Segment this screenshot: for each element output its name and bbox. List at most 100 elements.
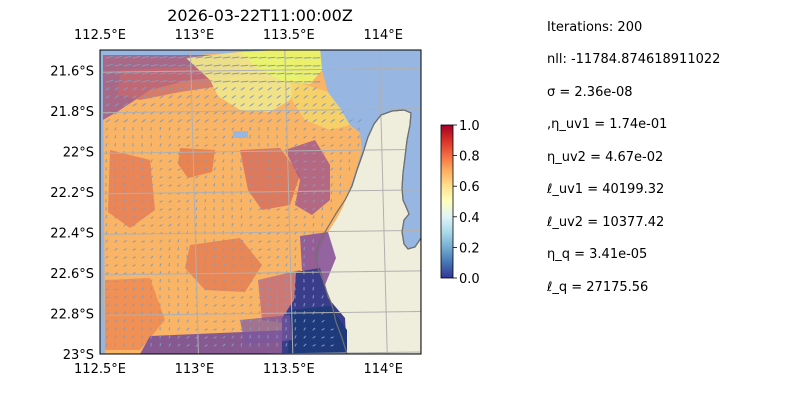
current-arrow	[132, 64, 141, 67]
current-arrow	[123, 240, 127, 243]
current-arrow	[204, 111, 209, 115]
current-arrow	[195, 144, 199, 147]
current-arrow	[114, 119, 119, 123]
current-arrow	[132, 264, 136, 267]
current-arrow	[222, 135, 226, 139]
current-arrow	[168, 327, 171, 331]
current-arrow	[105, 280, 109, 283]
current-arrow	[285, 343, 288, 347]
current-arrow	[294, 111, 299, 115]
current-arrow	[132, 72, 141, 75]
current-arrow	[312, 327, 316, 331]
current-arrow	[123, 63, 132, 67]
current-arrow	[105, 55, 114, 59]
current-arrow	[231, 304, 235, 307]
current-arrow	[222, 64, 231, 67]
current-arrow	[213, 344, 217, 347]
current-arrow	[195, 119, 200, 123]
current-arrow	[114, 223, 117, 227]
current-arrow	[177, 200, 181, 203]
parallel-0	[100, 67, 421, 73]
current-arrow	[195, 87, 200, 91]
current-arrow	[114, 335, 117, 339]
current-arrow	[240, 111, 245, 115]
current-arrow	[258, 199, 261, 203]
current-arrow	[276, 95, 281, 99]
current-arrow	[213, 95, 218, 99]
current-arrow	[294, 127, 297, 131]
current-arrow	[240, 207, 243, 211]
current-arrow	[258, 264, 262, 267]
current-arrow	[249, 264, 253, 267]
current-arrow	[150, 271, 153, 275]
current-arrow	[204, 279, 207, 283]
current-arrow	[132, 175, 135, 179]
current-arrow	[258, 111, 263, 115]
current-arrow	[159, 103, 164, 107]
current-arrow	[249, 72, 258, 75]
current-arrow	[141, 200, 145, 203]
current-arrow	[249, 335, 251, 339]
current-arrow	[267, 111, 272, 115]
current-arrow	[303, 335, 307, 339]
current-arrow	[213, 279, 217, 283]
current-arrow	[249, 207, 252, 211]
current-arrow	[150, 200, 154, 203]
lon-bottom-label-1: 113°E	[175, 362, 215, 377]
current-arrow	[267, 87, 272, 91]
current-arrow	[141, 303, 144, 307]
current-arrow	[258, 248, 262, 251]
current-arrow	[195, 128, 199, 131]
current-arrow	[177, 176, 181, 179]
current-arrow	[303, 127, 307, 131]
current-arrow	[222, 143, 226, 147]
current-arrow	[321, 175, 325, 179]
current-arrow	[204, 103, 209, 107]
current-arrow	[249, 103, 254, 107]
current-arrow	[312, 152, 316, 155]
lat-label-1: 21.8°S	[50, 105, 94, 120]
current-arrow	[303, 168, 307, 171]
current-arrow	[222, 336, 226, 339]
current-arrow	[213, 247, 215, 251]
current-arrow	[312, 176, 316, 179]
current-arrow	[123, 71, 132, 75]
current-arrow	[231, 264, 235, 267]
current-arrow	[159, 159, 163, 163]
current-arrow	[312, 184, 316, 187]
current-arrow	[276, 279, 279, 283]
current-arrow	[339, 175, 342, 179]
current-arrow	[357, 127, 361, 131]
current-arrow	[123, 79, 132, 83]
current-arrow	[141, 167, 144, 171]
current-arrow	[330, 103, 335, 107]
map-panel[interactable]	[96, 48, 422, 356]
current-arrow	[330, 144, 334, 147]
current-arrow	[294, 168, 298, 171]
stats-panel: Iterations: 200 nll: -11784.874618911022…	[547, 0, 797, 400]
current-arrow	[267, 103, 272, 107]
current-arrow	[150, 279, 153, 283]
current-arrow	[276, 240, 280, 243]
current-arrow	[213, 263, 216, 267]
current-arrow	[249, 87, 254, 91]
current-arrow	[285, 224, 289, 227]
current-arrow	[249, 64, 258, 67]
current-arrow	[294, 255, 297, 259]
current-arrow	[294, 239, 297, 243]
current-arrow	[141, 183, 144, 187]
lat-label-3: 22.2°S	[50, 186, 94, 201]
current-arrow	[276, 224, 280, 227]
current-arrow	[150, 255, 154, 259]
current-arrow	[141, 208, 145, 211]
current-arrow	[150, 263, 154, 267]
current-arrow	[321, 111, 326, 115]
current-arrow	[294, 200, 298, 203]
current-arrow	[240, 127, 243, 131]
current-arrow	[303, 223, 306, 227]
current-arrow	[267, 191, 271, 195]
current-arrow	[258, 279, 262, 283]
current-arrow	[267, 264, 271, 267]
current-arrow	[105, 247, 109, 251]
current-arrow	[240, 248, 244, 251]
